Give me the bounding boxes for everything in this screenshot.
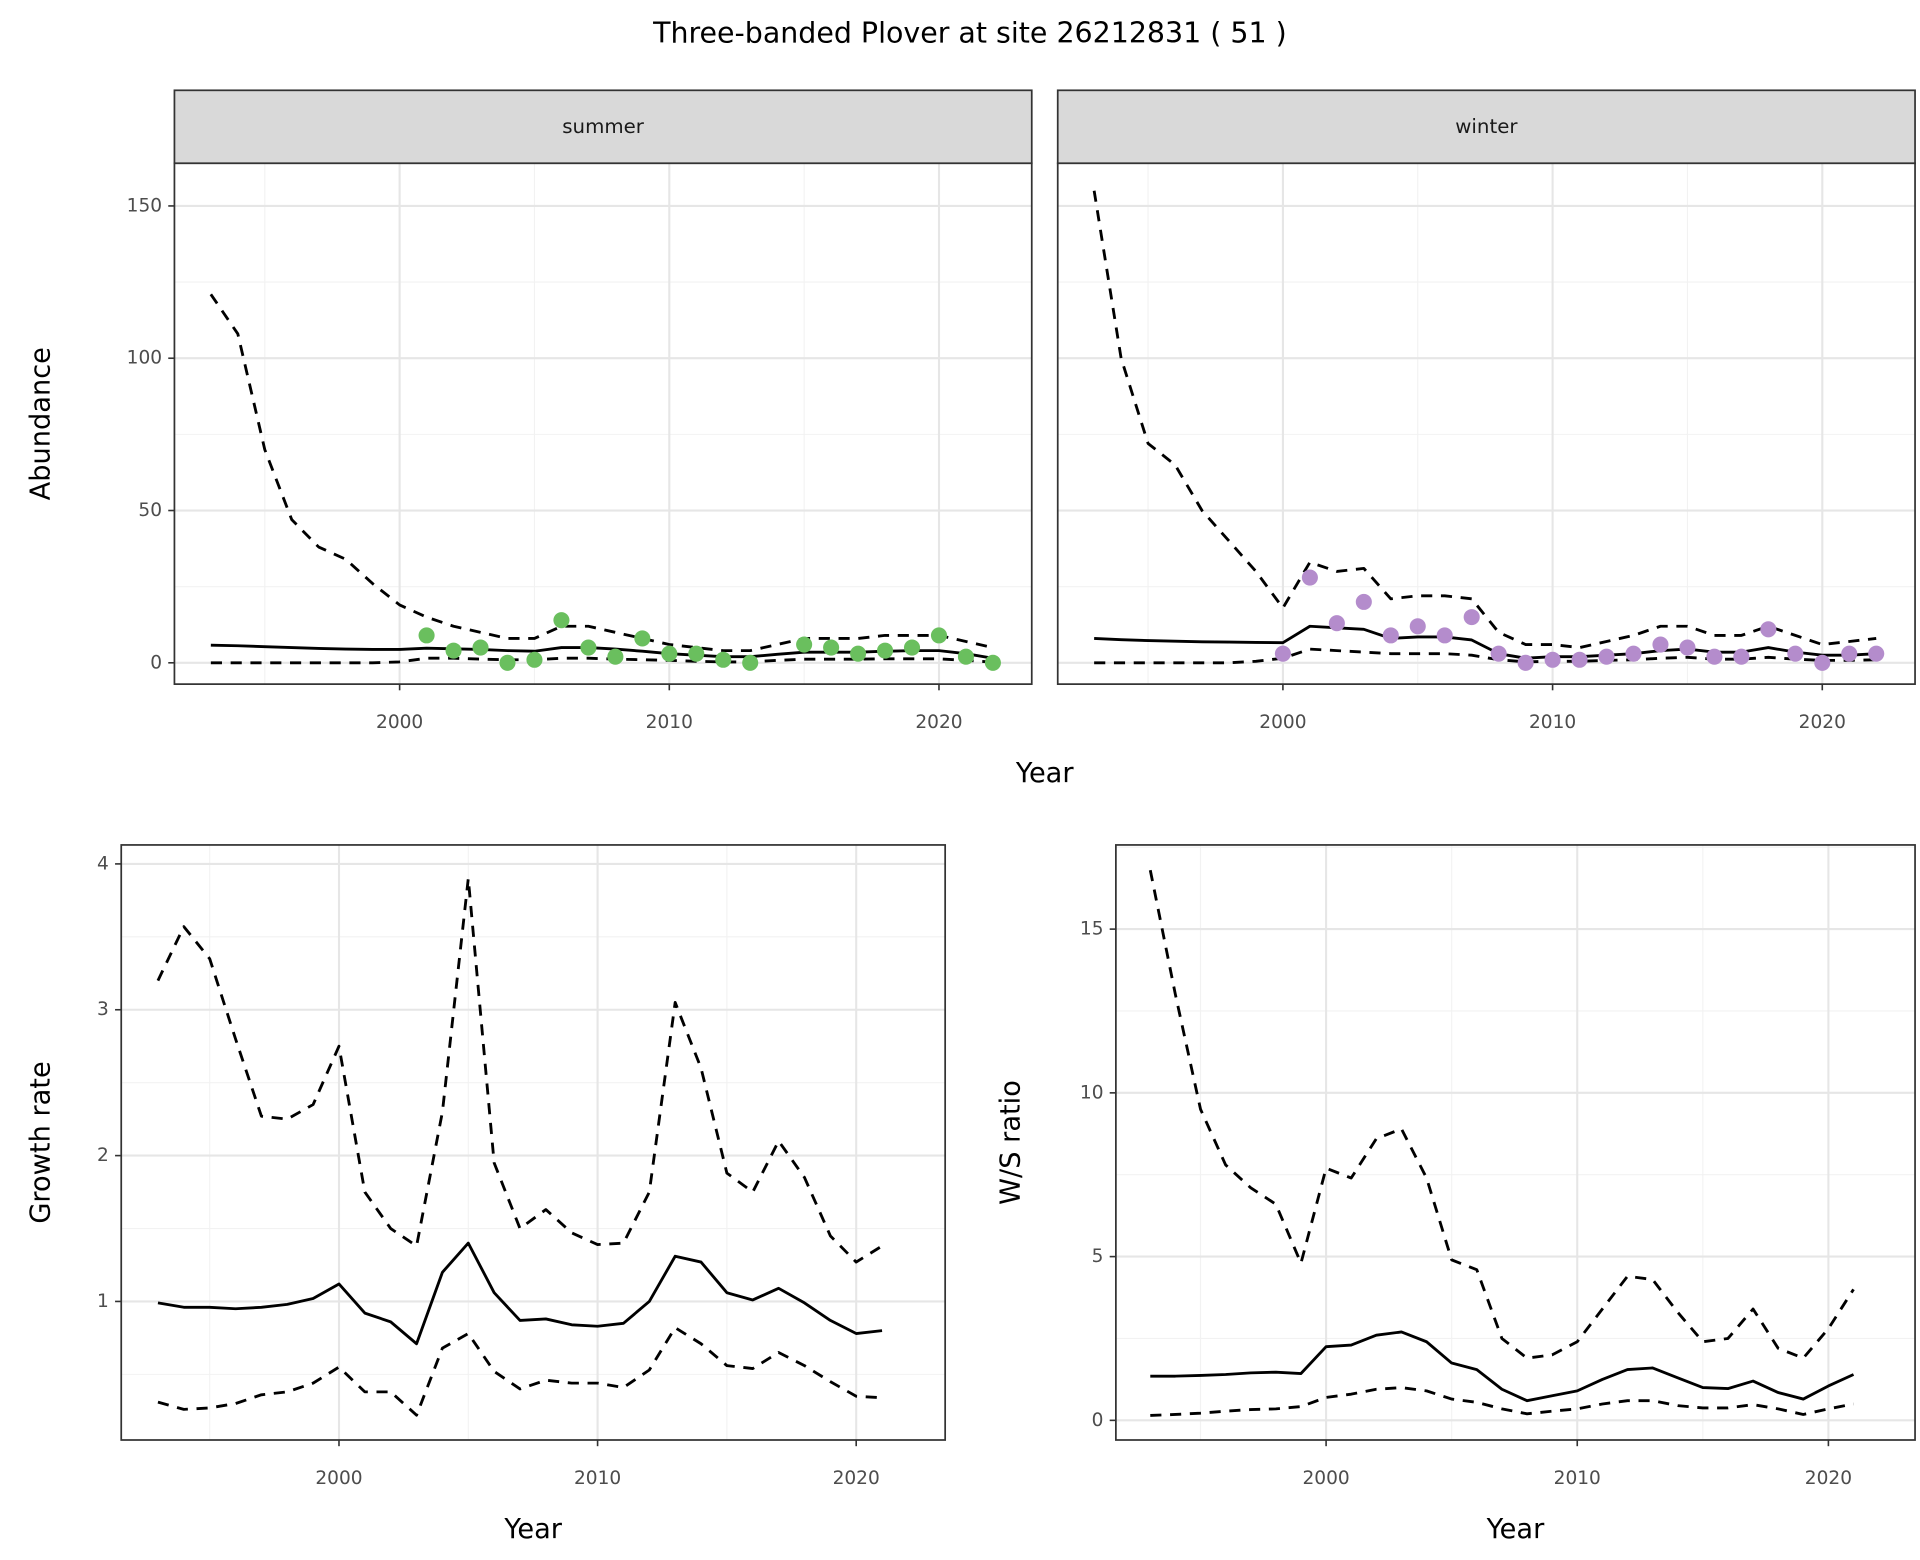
x-tick-label: 2010 xyxy=(1529,712,1576,733)
figure-title: Three-banded Plover at site 26212831 ( 5… xyxy=(652,17,1287,50)
y-tick-label: 5 xyxy=(1092,1246,1104,1267)
observation-point xyxy=(580,639,597,656)
observation-point xyxy=(823,639,840,656)
series-line xyxy=(157,1241,883,1346)
observation-point xyxy=(1760,621,1777,638)
x-tick-label: 2020 xyxy=(1799,712,1846,733)
observation-point xyxy=(445,642,462,659)
y-tick-label: 100 xyxy=(127,348,162,369)
observation-point xyxy=(1841,645,1858,662)
panel-border xyxy=(1115,844,1916,1441)
y-axis-title: W/S ratio xyxy=(995,1080,1026,1205)
facet-strip xyxy=(1056,89,1916,165)
y-axis-title: Abundance xyxy=(26,347,57,500)
panel-background xyxy=(1115,844,1916,1440)
x-tick-label: 2000 xyxy=(376,712,423,733)
observation-point xyxy=(607,648,624,665)
x-tick-label: 2010 xyxy=(1554,1468,1601,1489)
series-line xyxy=(1150,1386,1854,1417)
series-line xyxy=(1150,1330,1855,1403)
observation-point xyxy=(1679,639,1696,656)
series-line xyxy=(1092,190,1877,650)
observation-point xyxy=(1652,636,1669,653)
y-tick-label: 50 xyxy=(138,500,162,521)
y-axis-title: Growth rate xyxy=(26,1061,57,1223)
y-tick-label: 2 xyxy=(97,1145,109,1166)
observation-point xyxy=(688,645,705,662)
observation-point xyxy=(1868,645,1885,662)
observation-point xyxy=(1274,645,1291,662)
x-tick-label: 2000 xyxy=(1259,712,1306,733)
y-tick-label: 10 xyxy=(1080,1082,1104,1103)
x-tick-label: 2020 xyxy=(833,1468,880,1489)
observation-point xyxy=(877,642,894,659)
facet-strip xyxy=(173,89,1033,165)
observation-point xyxy=(1355,593,1372,610)
observation-point xyxy=(1517,654,1534,671)
x-tick-label: 2020 xyxy=(915,712,962,733)
observation-point xyxy=(1787,645,1804,662)
observation-point xyxy=(1733,648,1750,665)
observation-point xyxy=(1409,618,1426,635)
observation-point xyxy=(634,630,651,647)
x-tick-label: 2010 xyxy=(646,712,693,733)
observation-point xyxy=(796,636,813,653)
observation-point xyxy=(1301,569,1318,586)
x-tick-label: 2000 xyxy=(315,1468,362,1489)
y-tick-label: 0 xyxy=(150,652,162,673)
observation-point xyxy=(553,612,570,629)
facet-label: winter xyxy=(1455,115,1518,138)
observation-point xyxy=(1598,648,1615,665)
observation-point xyxy=(1571,651,1588,668)
y-tick-label: 3 xyxy=(97,999,109,1020)
panel-background xyxy=(1057,163,1916,685)
x-axis-title: Year xyxy=(1015,758,1074,789)
series-line xyxy=(1148,869,1855,1360)
observation-point xyxy=(499,654,516,671)
observation-point xyxy=(742,654,759,671)
observation-point xyxy=(472,639,489,656)
x-tick-label: 2000 xyxy=(1302,1468,1349,1489)
panel-border xyxy=(1056,162,1916,685)
observation-point xyxy=(1814,654,1831,671)
y-tick-label: 150 xyxy=(127,195,162,216)
observation-point xyxy=(1706,648,1723,665)
y-tick-label: 0 xyxy=(1092,1410,1104,1431)
x-axis-title: Year xyxy=(503,1514,562,1545)
observation-point xyxy=(1436,627,1453,644)
observation-point xyxy=(661,645,678,662)
observation-point xyxy=(850,645,867,662)
series-line xyxy=(209,293,994,653)
observation-point xyxy=(903,639,921,656)
observation-point xyxy=(418,627,435,644)
observation-point xyxy=(1463,609,1480,626)
observation-point xyxy=(1625,645,1642,662)
panel-border xyxy=(173,162,1033,685)
observation-point xyxy=(1382,627,1399,644)
observation-point xyxy=(930,627,948,644)
observation-point xyxy=(526,651,543,668)
y-tick-label: 4 xyxy=(97,853,109,874)
observation-point xyxy=(1544,651,1561,668)
observation-point xyxy=(1490,645,1507,662)
x-tick-label: 2010 xyxy=(574,1468,621,1489)
y-tick-label: 1 xyxy=(97,1291,109,1312)
observation-point xyxy=(1328,615,1345,632)
facet-label: summer xyxy=(562,115,645,138)
panel-border xyxy=(120,844,947,1441)
series-line xyxy=(157,1326,883,1417)
observation-point xyxy=(984,654,1001,671)
series-line xyxy=(156,877,883,1264)
observation-point xyxy=(957,648,974,665)
observation-point xyxy=(715,651,732,668)
x-tick-label: 2020 xyxy=(1805,1468,1852,1489)
panel-background xyxy=(174,163,1032,685)
y-tick-label: 15 xyxy=(1080,919,1104,940)
x-axis-title: Year xyxy=(1486,1514,1545,1545)
panel-background xyxy=(121,844,946,1440)
